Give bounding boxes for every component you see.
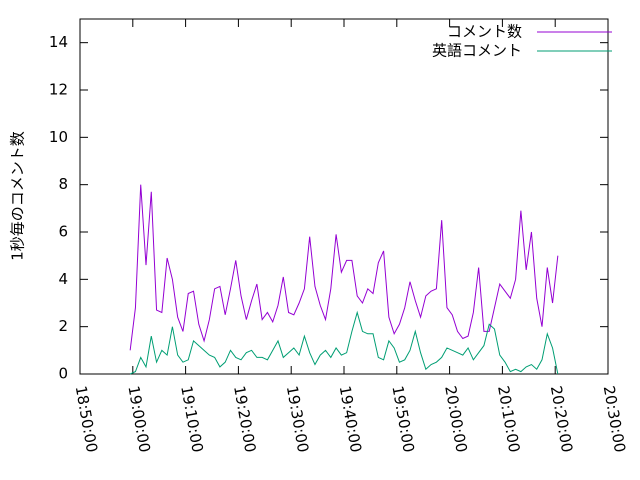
y-axis-label: 1秒毎のコメント数 [9,131,27,261]
y-tick-label: 14 [49,33,68,51]
x-tick-label: 20:30:00 [600,384,629,453]
y-tick-label: 10 [49,128,68,146]
x-tick-label: 19:20:00 [230,384,259,453]
x-tick-label: 20:10:00 [494,384,523,453]
x-tick-label: 20:20:00 [547,384,576,453]
plot-border [79,18,609,375]
series-line [129,310,559,375]
x-tick-label: 19:40:00 [336,384,365,453]
y-tick-label: 6 [58,223,68,241]
y-tick-label: 2 [58,317,68,335]
x-tick-label: 18:50:00 [72,384,101,453]
x-tick-label: 20:00:00 [441,384,470,453]
series-line [129,184,559,351]
y-tick-label: 0 [58,365,68,383]
x-tick-label: 19:50:00 [388,384,417,453]
x-tick-label: 19:00:00 [124,384,153,453]
legend-label: 英語コメント [432,42,522,60]
y-tick-label: 12 [49,81,68,99]
x-tick-label: 19:30:00 [283,384,312,453]
legend-label: コメント数 [447,23,522,41]
y-tick-label: 4 [58,270,68,288]
y-tick-label: 8 [58,175,68,193]
x-tick-label: 19:10:00 [177,384,206,453]
